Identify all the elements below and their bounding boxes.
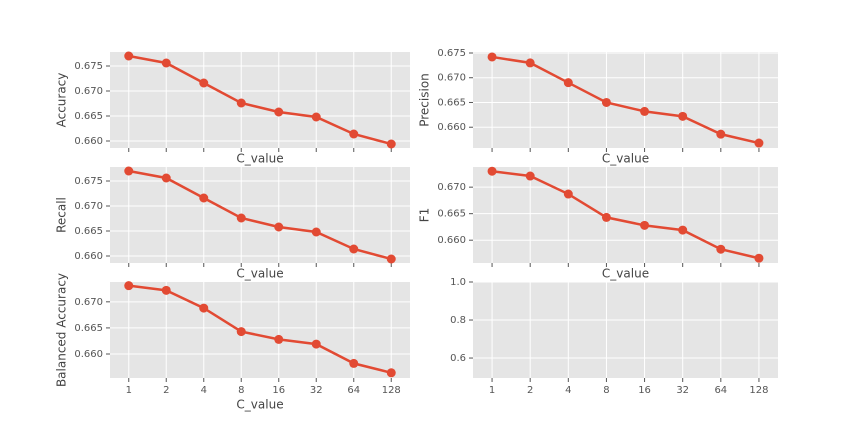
point — [236, 327, 246, 337]
point — [199, 78, 209, 88]
x-axis-label: C_value — [602, 267, 649, 281]
point — [563, 189, 573, 199]
y-tick-label: 0.660 — [74, 349, 103, 360]
point — [124, 51, 134, 61]
point — [487, 166, 497, 176]
point — [274, 107, 284, 117]
point — [311, 112, 321, 122]
point — [124, 166, 134, 176]
point — [601, 97, 611, 107]
point — [236, 213, 246, 223]
y-tick-label: 0.665 — [74, 323, 103, 334]
x-tick-label: 2 — [163, 385, 169, 396]
x-tick-label: 4 — [565, 385, 571, 396]
x-tick-label: 16 — [638, 385, 651, 396]
y-tick-label: 0.6 — [450, 353, 466, 364]
series-line — [128, 284, 392, 374]
x-tick-label: 1 — [126, 385, 132, 396]
x-tick-label: 32 — [676, 385, 689, 396]
point — [161, 58, 171, 68]
point — [311, 339, 321, 349]
point — [161, 285, 171, 295]
point — [754, 253, 764, 263]
point — [525, 171, 535, 181]
point — [349, 358, 359, 368]
x-tick-label: 128 — [749, 385, 768, 396]
y-axis-label: Accuracy — [55, 73, 69, 128]
point — [640, 106, 650, 116]
y-tick-label: 0.665 — [74, 111, 103, 122]
y-axis-label: Balanced Accuracy — [55, 273, 69, 387]
point — [716, 244, 726, 254]
y-tick-label: 0.670 — [74, 86, 103, 97]
point — [386, 254, 396, 264]
x-tick-label: 1 — [489, 385, 495, 396]
y-tick-label: 0.670 — [437, 73, 466, 84]
x-tick-label: 2 — [527, 385, 533, 396]
point — [563, 78, 573, 88]
y-tick-label: 0.665 — [437, 209, 466, 220]
x-tick-label: 4 — [201, 385, 207, 396]
y-tick-label: 0.675 — [74, 61, 103, 72]
y-tick-label: 0.665 — [74, 226, 103, 237]
x-tick-label: 32 — [310, 385, 323, 396]
point — [199, 303, 209, 313]
point — [274, 334, 284, 344]
plot-area — [473, 282, 778, 378]
y-tick-label: 1.0 — [450, 277, 466, 288]
y-tick-label: 0.675 — [74, 176, 103, 187]
y-tick-label: 0.8 — [450, 315, 466, 326]
point — [124, 281, 134, 291]
y-tick-label: 0.670 — [437, 182, 466, 193]
plot-area — [473, 52, 778, 148]
series-line — [128, 54, 392, 146]
x-axis-label: C_value — [236, 267, 283, 281]
y-tick-label: 0.660 — [74, 251, 103, 262]
point — [754, 138, 764, 148]
x-tick-label: 16 — [272, 385, 285, 396]
plot-area — [110, 282, 410, 378]
series-line — [491, 55, 760, 145]
y-tick-label: 0.665 — [437, 97, 466, 108]
y-tick-label: 0.670 — [74, 201, 103, 212]
x-tick-label: 64 — [347, 385, 360, 396]
x-tick-label: 8 — [603, 385, 609, 396]
point — [640, 220, 650, 230]
point — [199, 193, 209, 203]
x-tick-label: 64 — [714, 385, 727, 396]
series-line — [128, 169, 392, 261]
plot-area — [473, 167, 778, 263]
y-tick-label: 0.670 — [74, 297, 103, 308]
y-axis-label: Precision — [418, 73, 432, 127]
x-tick-label: 128 — [382, 385, 401, 396]
point — [274, 222, 284, 232]
point — [236, 98, 246, 108]
point — [678, 225, 688, 235]
point — [349, 244, 359, 254]
point — [601, 212, 611, 222]
point — [386, 368, 396, 378]
x-tick-label: 8 — [238, 385, 244, 396]
point — [487, 52, 497, 62]
point — [716, 129, 726, 139]
x-axis-label: C_value — [236, 152, 283, 166]
point — [386, 139, 396, 149]
y-tick-label: 0.660 — [74, 136, 103, 147]
point — [349, 129, 359, 139]
plot-area — [110, 167, 410, 263]
point — [525, 58, 535, 68]
y-tick-label: 0.660 — [437, 122, 466, 133]
y-tick-label: 0.660 — [437, 235, 466, 246]
plot-area — [110, 52, 410, 148]
point — [678, 111, 688, 121]
x-axis-label: C_value — [602, 152, 649, 166]
point — [311, 227, 321, 237]
x-axis-label: C_value — [236, 398, 283, 412]
y-axis-label: Recall — [55, 197, 69, 233]
y-axis-label: F1 — [418, 208, 432, 223]
point — [161, 173, 171, 183]
y-tick-label: 0.675 — [437, 48, 466, 59]
series-line — [491, 170, 760, 260]
